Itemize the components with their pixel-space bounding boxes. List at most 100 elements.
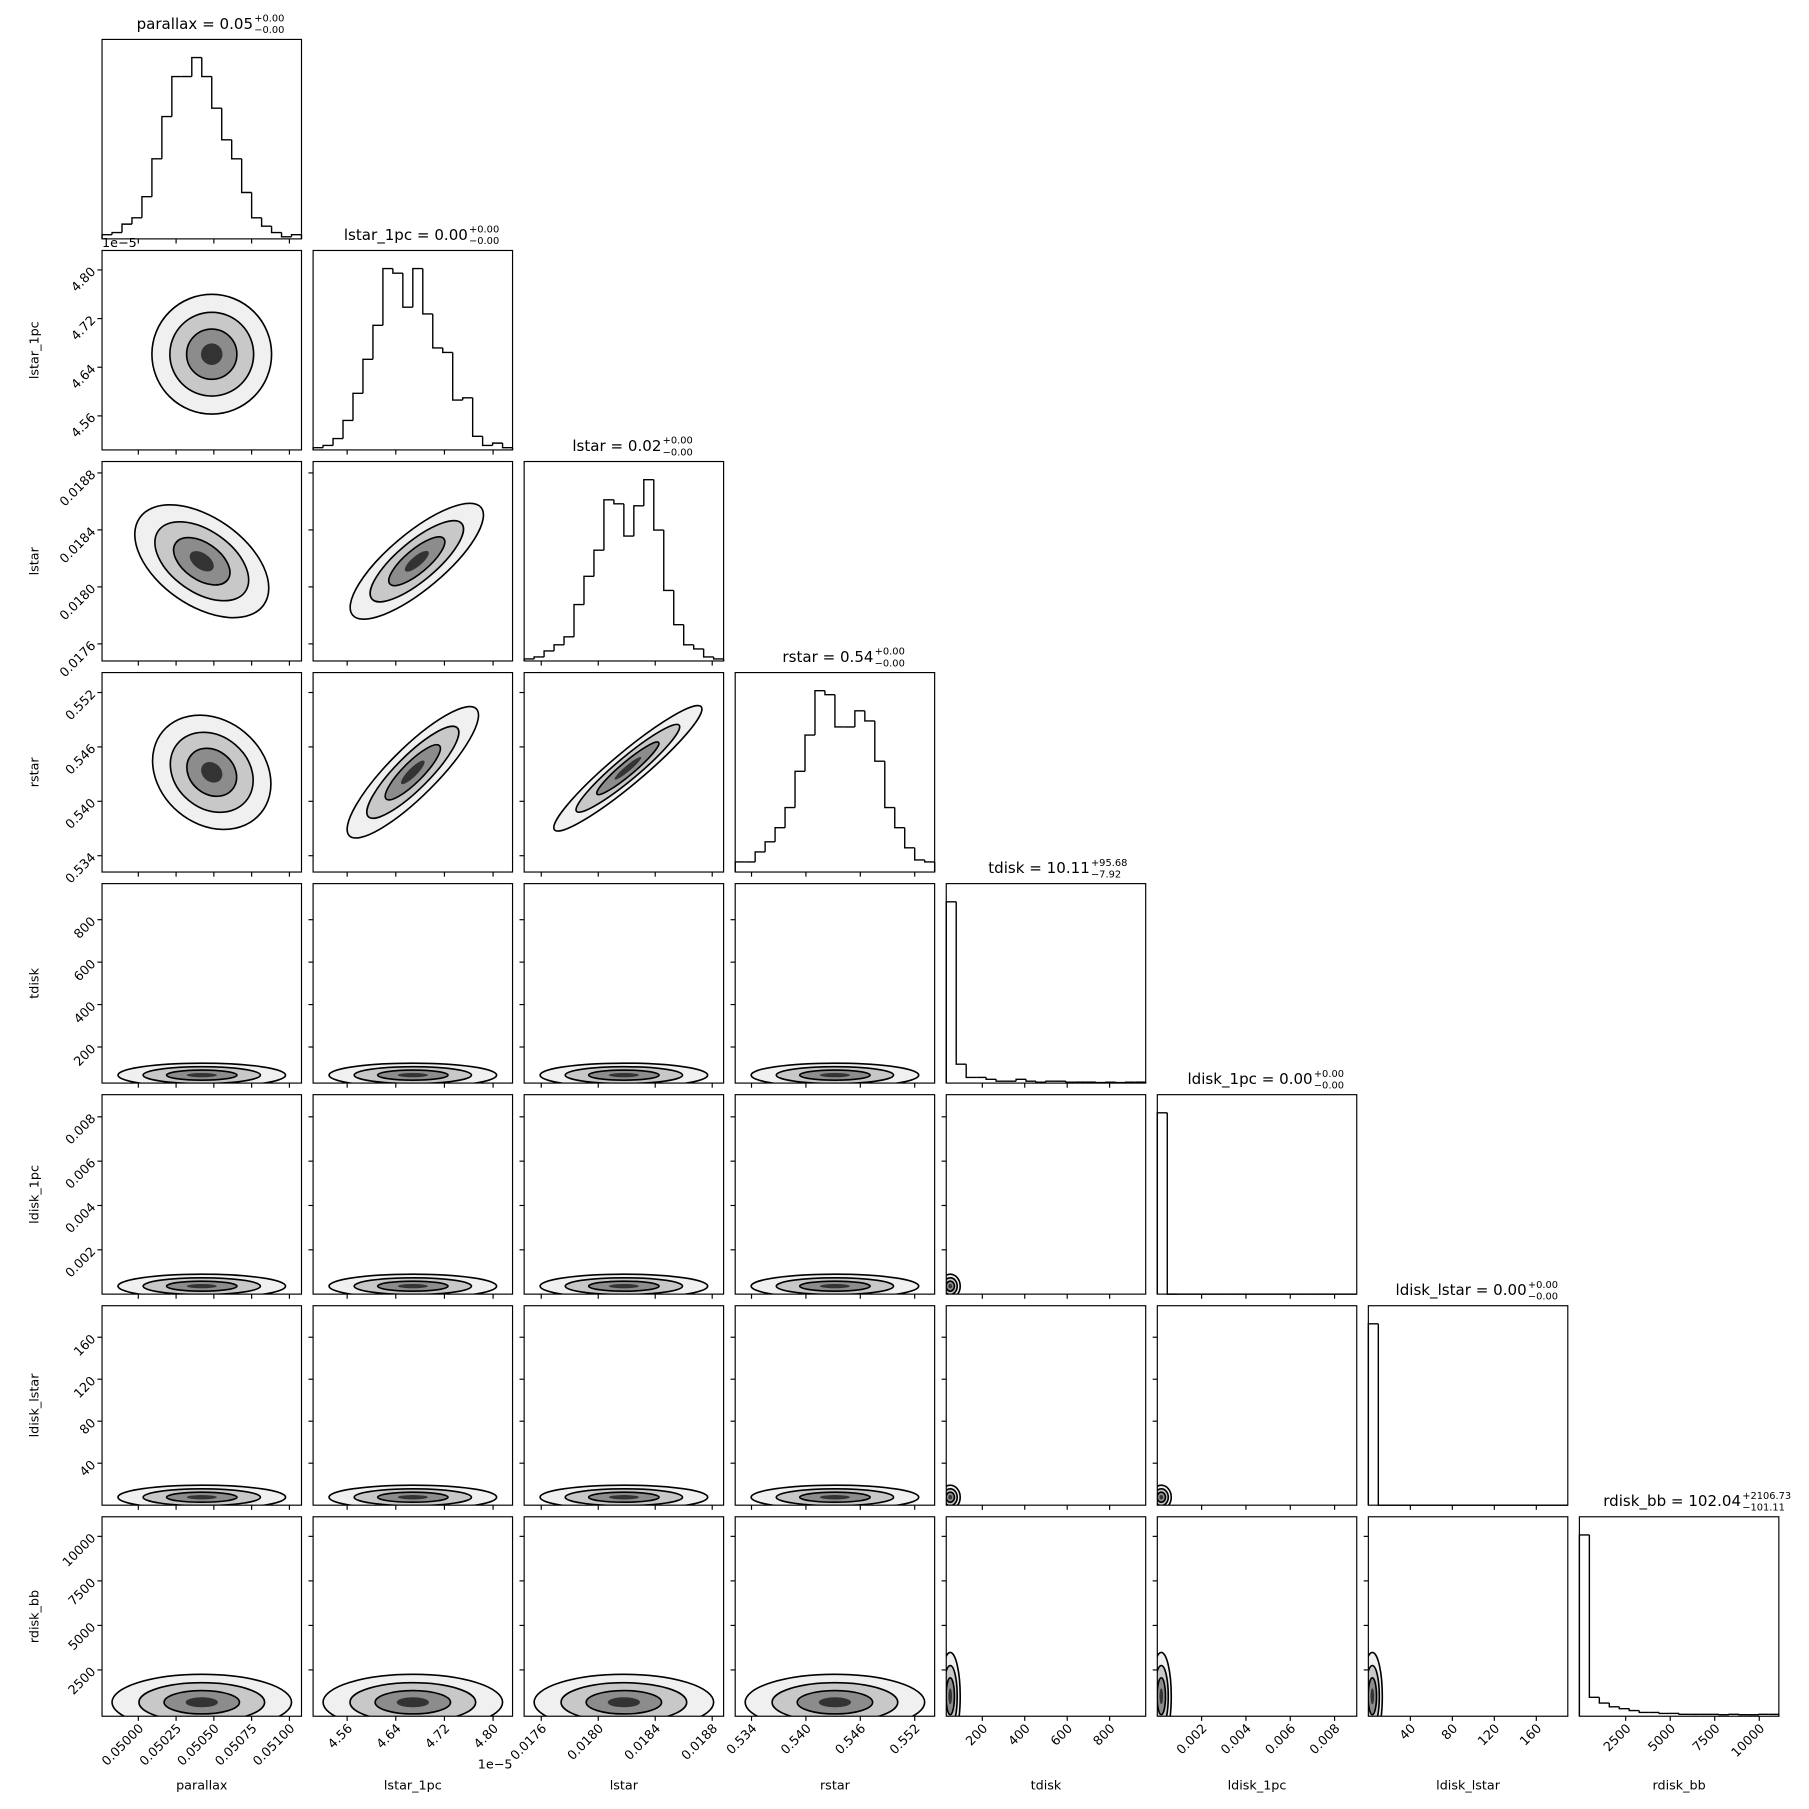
- histogram-bin: [794, 770, 806, 808]
- histogram-bin: [894, 807, 905, 829]
- contour: [819, 1072, 851, 1078]
- panel-frame: [523, 1305, 725, 1506]
- y-axis-label: rdisk_bb: [27, 1590, 42, 1643]
- histogram-bin: [230, 139, 242, 160]
- panel: ldisk_lstar = 0.00 +0.00−0.00: [1367, 1280, 1569, 1510]
- histogram-bin: [1588, 1534, 1600, 1699]
- panel: [308, 1305, 514, 1510]
- contour: [186, 1283, 217, 1289]
- title-lower: −0.00: [663, 447, 693, 458]
- histogram-bin: [332, 437, 344, 446]
- histogram-bin: [111, 231, 122, 235]
- panel-title: rdisk_bb = 102.04: [1603, 1492, 1741, 1511]
- panel: [730, 1305, 936, 1510]
- contours: [946, 1484, 962, 1506]
- histogram-bin: [904, 827, 915, 849]
- histogram-bin: [392, 268, 403, 274]
- panel-frame: [734, 883, 936, 1084]
- contours: [117, 1062, 287, 1084]
- contour: [396, 1697, 429, 1708]
- panel: [519, 1305, 725, 1510]
- histogram-bin: [471, 397, 483, 438]
- panel: lstar_1pc = 0.00 +0.00−0.00: [312, 225, 514, 455]
- y-axis-label: ldisk_1pc: [27, 1165, 42, 1224]
- contours: [151, 714, 272, 831]
- panel-frame: [1367, 1516, 1569, 1717]
- histogram-bin: [553, 644, 565, 651]
- histogram-bin: [583, 575, 594, 605]
- histogram-bin: [633, 505, 644, 537]
- panel: lstar = 0.02 +0.00−0.00: [523, 436, 725, 666]
- contour: [401, 760, 425, 785]
- contour: [948, 1495, 953, 1500]
- panel-frame: [523, 883, 725, 1084]
- histogram-bin: [342, 419, 353, 439]
- contour: [200, 343, 223, 365]
- histogram-bin: [250, 192, 262, 219]
- panel-frame: [523, 671, 725, 873]
- title-upper: +0.00: [1528, 1280, 1558, 1291]
- histogram-bin: [754, 851, 766, 862]
- panel-frame: [1367, 1305, 1569, 1506]
- panel-title: ldisk_lstar = 0.00: [1396, 1281, 1527, 1300]
- contour: [201, 762, 223, 783]
- panel-frame: [1156, 1305, 1358, 1506]
- panel: [308, 671, 514, 877]
- histogram-bin: [563, 636, 575, 645]
- panel-frame: [101, 883, 303, 1084]
- histogram-bin: [593, 549, 604, 577]
- panel-title: tdisk = 10.11: [988, 859, 1090, 877]
- histogram-bin: [1035, 1081, 1046, 1083]
- contour: [608, 1495, 639, 1500]
- x-axis-label: lstar: [610, 1778, 639, 1793]
- panel-frame: [101, 460, 303, 662]
- histogram-bin: [884, 761, 895, 809]
- histogram-bin: [673, 590, 684, 626]
- contours: [1157, 1651, 1173, 1717]
- contours: [539, 1484, 709, 1506]
- histogram-bin: [491, 442, 503, 446]
- contour: [1159, 1495, 1164, 1500]
- histogram-bin: [663, 530, 674, 592]
- panel: [519, 1094, 725, 1299]
- title-lower: −101.11: [1742, 1503, 1785, 1514]
- histogram-bin: [1678, 1713, 1690, 1716]
- contour: [614, 757, 642, 780]
- y-axis-label: rstar: [27, 757, 42, 788]
- contour: [1159, 1688, 1164, 1705]
- y-axis-label: lstar: [27, 546, 42, 575]
- histogram-bin: [764, 841, 776, 852]
- contour: [608, 1283, 639, 1289]
- panel-title: lstar = 0.02: [572, 437, 661, 455]
- histogram-bin: [955, 901, 967, 1065]
- histogram-bin: [573, 603, 584, 637]
- histogram-bin: [814, 690, 825, 736]
- panel-frame: [1578, 1516, 1780, 1717]
- x-axis-label: tdisk: [1031, 1778, 1062, 1793]
- contours: [322, 1673, 504, 1717]
- histogram-bin: [613, 499, 624, 505]
- contours: [750, 1062, 920, 1084]
- histogram-bin: [702, 648, 714, 658]
- panel: ldisk_1pc = 0.00 +0.00−0.00: [1156, 1069, 1358, 1299]
- histogram-bin: [603, 499, 614, 551]
- panel-title: ldisk_1pc = 0.00: [1187, 1070, 1312, 1089]
- title-lower: −0.00: [1528, 1291, 1558, 1302]
- histogram-bin: [322, 444, 334, 448]
- y-axis-label: tdisk: [27, 967, 42, 998]
- histogram-bin: [1608, 1703, 1620, 1708]
- contours: [151, 293, 273, 415]
- panel-frame: [312, 460, 514, 662]
- contours: [133, 504, 270, 619]
- histogram-bin: [501, 443, 513, 449]
- title-upper: +0.00: [875, 647, 905, 658]
- panel-frame: [312, 1094, 514, 1295]
- panel: [941, 1094, 1147, 1299]
- panel-frame: [945, 1094, 1147, 1295]
- histogram-bin: [804, 734, 815, 772]
- title-upper: +0.00: [469, 225, 499, 236]
- contours: [328, 1273, 498, 1295]
